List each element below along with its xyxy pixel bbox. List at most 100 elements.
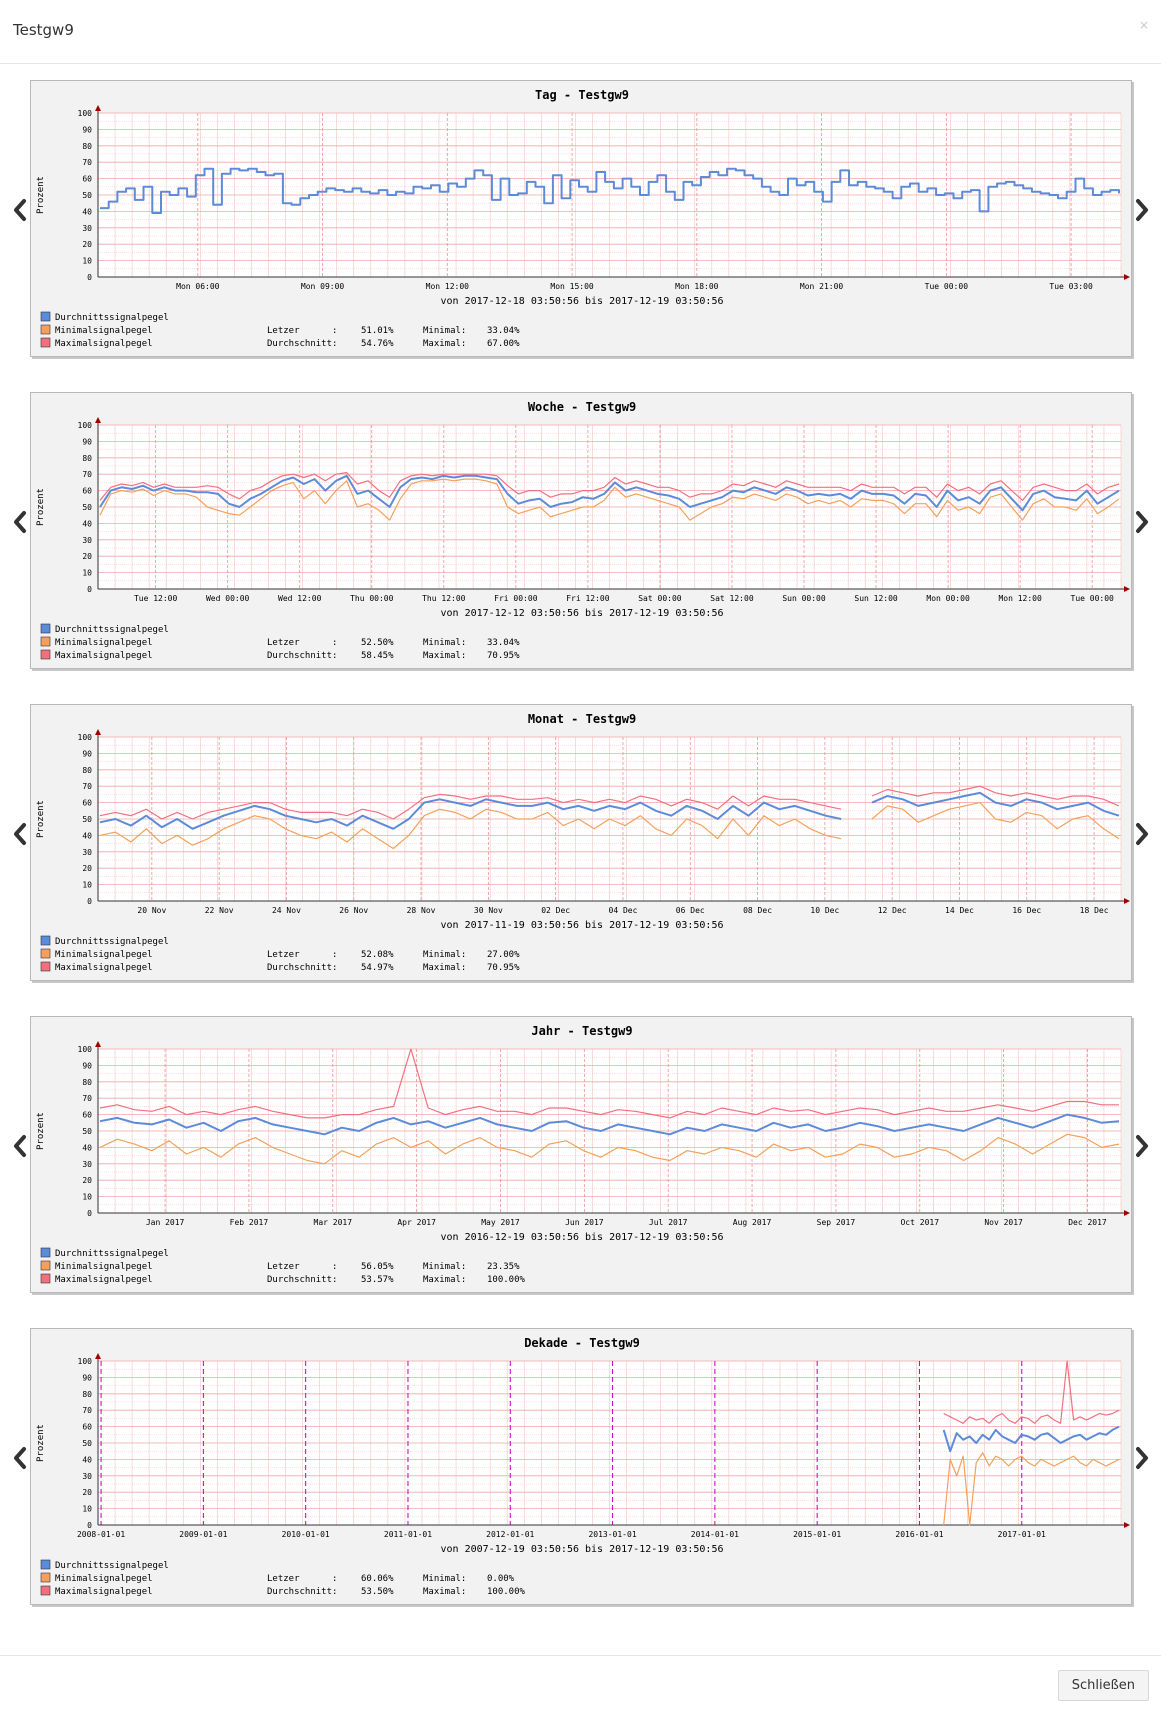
stat-value: 51.01% — [361, 326, 394, 336]
y-tick-label: 60 — [82, 175, 92, 184]
y-tick-label: 50 — [82, 815, 92, 824]
prev-arrow-icon[interactable] — [10, 819, 30, 849]
legend-swatch — [40, 948, 51, 959]
x-axis-arrow — [1124, 898, 1130, 904]
graph-panel: Monat - Testgw9 100 90 80 70 60 50 40 30 20 10 0 Pro… — [30, 704, 1132, 981]
x-tick-label: Mar 2017 — [314, 1218, 353, 1227]
stat-label: Minimal: — [423, 1574, 466, 1584]
close-icon[interactable]: × — [1138, 18, 1149, 32]
min-series-line — [943, 1452, 1120, 1526]
stat-label: Maximal: — [423, 963, 466, 973]
next-arrow-icon[interactable] — [1132, 507, 1152, 537]
legend-label: Maximalsignalpegel — [55, 339, 153, 349]
y-axis-arrow — [95, 417, 101, 423]
legend-swatch — [40, 1260, 51, 1271]
x-tick-label: Sun 12:00 — [854, 594, 898, 603]
stat-label: Letzer : — [267, 326, 337, 336]
y-tick-label: 80 — [82, 766, 92, 775]
min-series-line — [99, 478, 1120, 521]
x-tick-label: Dec 2017 — [1068, 1218, 1107, 1227]
prev-arrow-icon[interactable] — [10, 507, 30, 537]
x-tick-label: May 2017 — [481, 1218, 520, 1227]
graph-panel: Dekade - Testgw9 100 90 80 70 60 50 40 30 20 10 0 Pr… — [30, 1328, 1132, 1605]
stat-value: 27.00% — [487, 950, 520, 960]
graph-title: Tag - Testgw9 — [535, 88, 629, 102]
legend-swatch — [40, 623, 51, 634]
x-axis-arrow — [1124, 274, 1130, 280]
y-tick-label: 90 — [82, 749, 92, 758]
next-arrow-icon[interactable] — [1132, 1443, 1152, 1473]
y-tick-label: 20 — [82, 1176, 92, 1185]
stat-label: Letzer : — [267, 1574, 337, 1584]
y-tick-label: 30 — [82, 224, 92, 233]
next-arrow-icon[interactable] — [1132, 819, 1152, 849]
x-tick-label: 08 Dec — [743, 906, 772, 915]
y-tick-label: 90 — [82, 1373, 92, 1382]
legend-swatch — [40, 324, 51, 335]
legend-label: Minimalsignalpegel — [55, 638, 153, 648]
y-tick-label: 70 — [82, 158, 92, 167]
legend-label: Maximalsignalpegel — [55, 1275, 153, 1285]
y-tick-label: 10 — [82, 1193, 92, 1202]
legend-label: Durchnittssignalpegel — [55, 1249, 169, 1259]
y-tick-label: 80 — [82, 454, 92, 463]
stat-value: 33.04% — [487, 638, 520, 648]
x-axis-arrow — [1124, 1210, 1130, 1216]
next-arrow-icon[interactable] — [1132, 1131, 1152, 1161]
y-axis-arrow — [95, 1353, 101, 1359]
legend-label: Maximalsignalpegel — [55, 963, 153, 973]
x-tick-label: 2013-01-01 — [588, 1530, 636, 1539]
y-tick-label: 40 — [82, 1143, 92, 1152]
y-tick-label: 50 — [82, 1127, 92, 1136]
y-tick-label: 90 — [82, 125, 92, 134]
prev-arrow-icon[interactable] — [10, 1131, 30, 1161]
y-tick-label: 50 — [82, 503, 92, 512]
legend-label: Minimalsignalpegel — [55, 1574, 153, 1584]
x-tick-label: 10 Dec — [810, 906, 839, 915]
next-arrow-icon[interactable] — [1132, 195, 1152, 225]
stat-value: 60.06% — [361, 1574, 394, 1584]
y-tick-label: 90 — [82, 1061, 92, 1070]
y-axis-arrow — [95, 729, 101, 735]
y-tick-label: 10 — [82, 569, 92, 578]
legend-label: Maximalsignalpegel — [55, 1587, 153, 1597]
x-tick-label: 2015-01-01 — [793, 1530, 841, 1539]
legend-swatch — [40, 1559, 51, 1570]
y-tick-label: 0 — [87, 1209, 92, 1218]
x-tick-label: 24 Nov — [272, 906, 301, 915]
stat-value: 54.97% — [361, 963, 394, 973]
y-tick-label: 0 — [87, 897, 92, 906]
x-tick-label: Fri 12:00 — [566, 594, 610, 603]
stat-label: Durchschnitt: — [267, 1587, 337, 1597]
x-tick-label: Sat 12:00 — [710, 594, 754, 603]
graph-panel: Tag - Testgw9 100 90 80 70 60 50 40 30 20 10 0 Proze… — [30, 80, 1132, 357]
legend-swatch — [40, 1585, 51, 1596]
stat-value: 100.00% — [487, 1275, 526, 1285]
prev-arrow-icon[interactable] — [10, 1443, 30, 1473]
y-tick-label: 30 — [82, 536, 92, 545]
x-tick-label: Oct 2017 — [900, 1218, 939, 1227]
x-axis-arrow — [1124, 586, 1130, 592]
x-tick-label: Apr 2017 — [397, 1218, 436, 1227]
y-tick-label: 10 — [82, 1505, 92, 1514]
x-tick-label: 2016-01-01 — [895, 1530, 943, 1539]
max-series-line — [943, 1360, 1120, 1424]
stat-value: 23.35% — [487, 1262, 520, 1272]
legend-label: Durchnittssignalpegel — [55, 313, 169, 323]
legend-label: Maximalsignalpegel — [55, 651, 153, 661]
x-tick-label: 2017-01-01 — [998, 1530, 1046, 1539]
stat-value: 56.05% — [361, 1262, 394, 1272]
y-tick-label: 70 — [82, 782, 92, 791]
y-tick-label: 40 — [82, 1455, 92, 1464]
x-tick-label: Aug 2017 — [733, 1218, 772, 1227]
prev-arrow-icon[interactable] — [10, 195, 30, 225]
stat-value: 100.00% — [487, 1587, 526, 1597]
x-tick-label: Mon 12:00 — [426, 282, 470, 291]
modal-header: Testgw9 × — [0, 0, 1161, 64]
x-tick-label: 2009-01-01 — [179, 1530, 227, 1539]
x-tick-label: Mon 12:00 — [998, 594, 1042, 603]
close-button[interactable]: Schließen — [1057, 1670, 1149, 1701]
y-tick-label: 20 — [82, 864, 92, 873]
x-tick-label: Sep 2017 — [817, 1218, 856, 1227]
x-tick-label: Mon 00:00 — [926, 594, 970, 603]
